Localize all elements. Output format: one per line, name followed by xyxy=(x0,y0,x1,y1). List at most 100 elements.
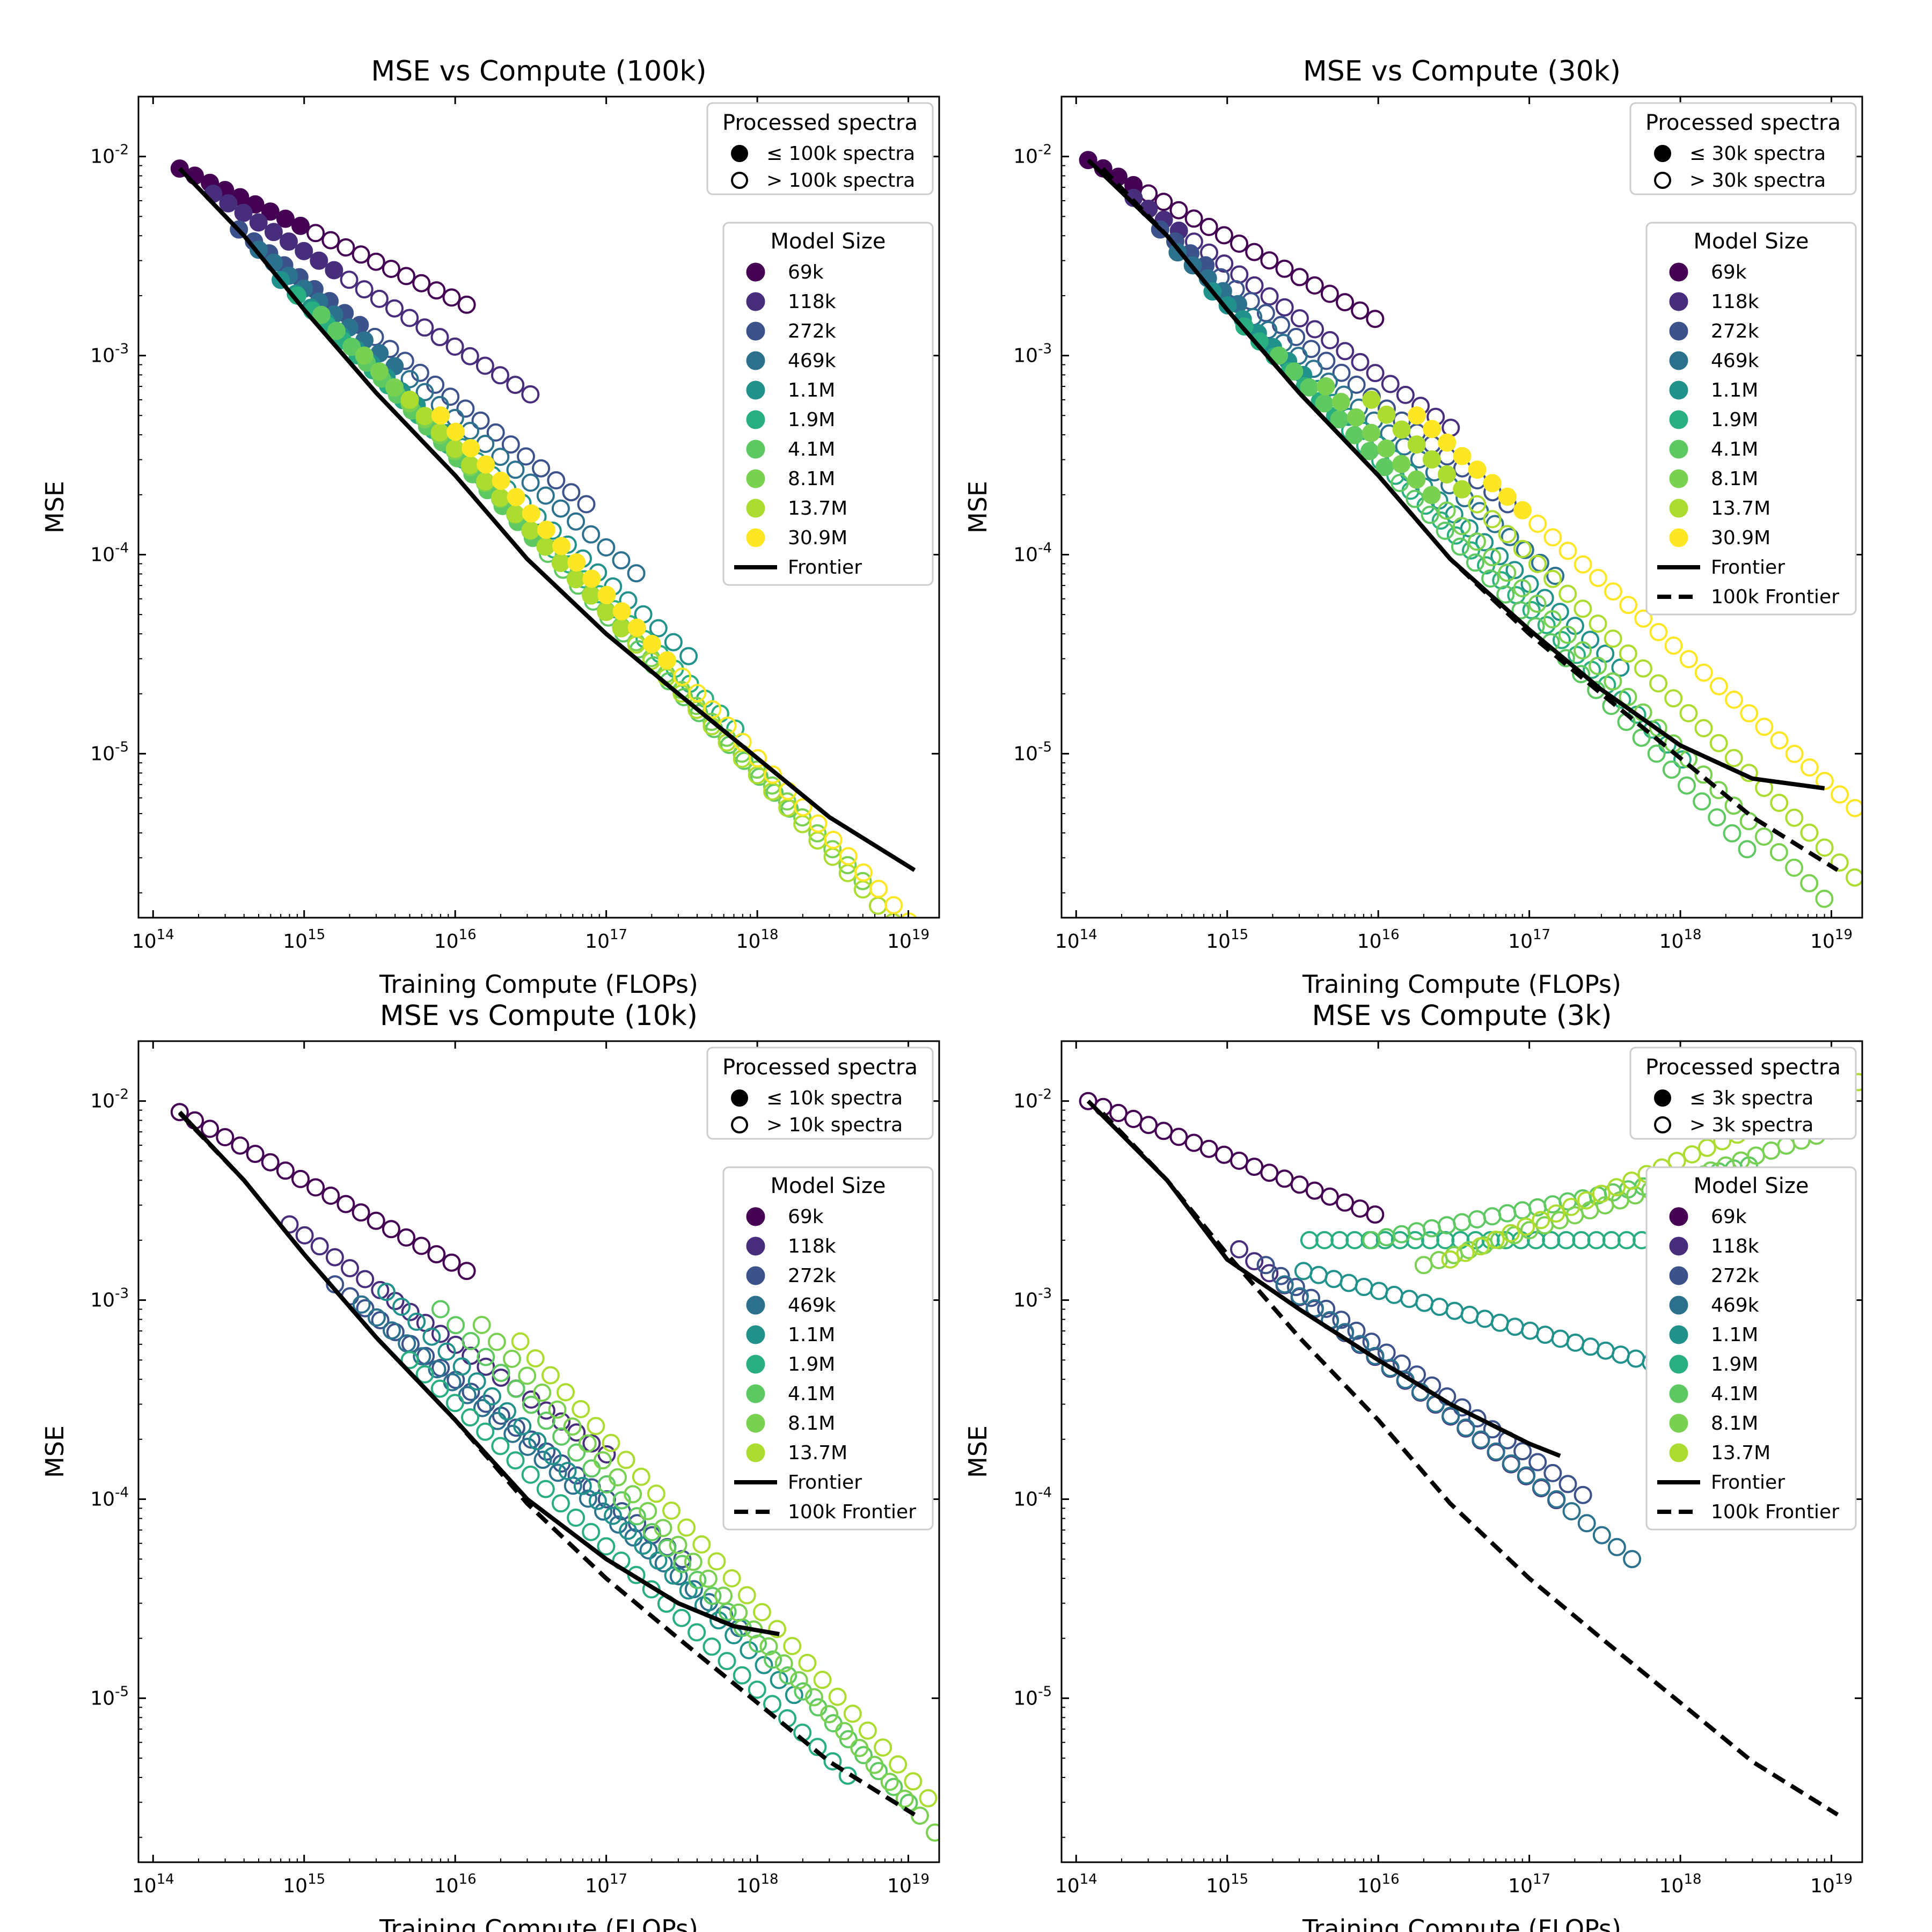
data-point xyxy=(597,586,616,604)
data-point xyxy=(503,1350,521,1368)
data-point xyxy=(688,684,707,702)
data-point xyxy=(1139,184,1158,203)
data-point xyxy=(703,1586,722,1605)
data-point xyxy=(216,1128,235,1146)
data-point xyxy=(431,406,450,425)
data-point xyxy=(1528,554,1547,573)
data-point xyxy=(487,1333,506,1351)
data-point xyxy=(415,1365,434,1384)
data-point xyxy=(522,504,540,523)
data-point xyxy=(1396,385,1415,404)
data-point xyxy=(518,1438,537,1456)
data-point xyxy=(1502,1454,1520,1473)
legend-marker-icon xyxy=(746,469,765,488)
data-point xyxy=(874,1738,892,1757)
x-tick-label: 1016 xyxy=(1357,927,1400,953)
data-point xyxy=(462,1331,480,1350)
data-point xyxy=(1612,1345,1630,1364)
data-point xyxy=(1438,465,1456,484)
data-point xyxy=(1370,1282,1388,1300)
legend-box xyxy=(1629,1046,1857,1140)
data-point xyxy=(880,1773,899,1791)
x-tick-label: 1016 xyxy=(434,1871,477,1897)
data-point xyxy=(1309,1265,1328,1284)
data-point xyxy=(1471,1237,1490,1256)
data-point xyxy=(1505,1318,1524,1336)
data-point xyxy=(714,1586,733,1605)
data-point xyxy=(1498,525,1517,544)
hollow-marker-icon xyxy=(1654,172,1671,189)
legend-size-label: 272k xyxy=(788,320,836,342)
data-point xyxy=(839,847,858,866)
data-point xyxy=(1475,533,1494,552)
panel-4: MSE vs Compute (3k) Training Compute (FLO… xyxy=(963,1000,1863,1932)
axes-frame xyxy=(137,1040,940,1863)
series-69k xyxy=(1079,1092,1385,1224)
data-point xyxy=(1755,718,1774,736)
data-point xyxy=(764,1650,782,1669)
data-point xyxy=(475,356,494,375)
data-point xyxy=(779,1666,797,1685)
data-point xyxy=(473,1399,492,1417)
data-point xyxy=(1468,532,1486,551)
data-point xyxy=(392,1298,411,1316)
legend-marker-icon xyxy=(1669,1325,1688,1344)
data-point xyxy=(1815,838,1834,857)
data-point xyxy=(931,946,947,962)
legend-title: Processed spectra xyxy=(1645,1055,1841,1080)
data-point xyxy=(768,1620,787,1638)
plot-area xyxy=(170,1103,939,1842)
x-tick-label: 1015 xyxy=(283,1871,325,1897)
data-point xyxy=(1230,265,1249,284)
data-point xyxy=(1330,1231,1349,1249)
legend-marker-icon xyxy=(746,1384,765,1403)
legend-marker-icon xyxy=(1669,499,1688,518)
data-point xyxy=(1475,1309,1494,1328)
legend-marker-icon xyxy=(746,380,765,400)
data-point xyxy=(1392,455,1411,473)
data-point xyxy=(533,1384,552,1402)
data-point xyxy=(1332,1311,1351,1329)
data-point xyxy=(1245,276,1264,295)
data-point xyxy=(642,1523,661,1541)
data-point xyxy=(639,1541,658,1560)
data-point xyxy=(1785,744,1804,763)
data-point xyxy=(492,1364,510,1382)
data-point xyxy=(401,1302,420,1321)
x-tick-label: 1014 xyxy=(1055,1871,1097,1897)
data-point xyxy=(642,635,661,653)
x-tick-label: 1017 xyxy=(1508,1871,1550,1897)
legend-line-label: 100k Frontier xyxy=(788,1501,916,1523)
x-tick-label: 1015 xyxy=(1206,927,1248,953)
legend-title: Model Size xyxy=(771,1174,886,1198)
data-point xyxy=(1587,1231,1606,1249)
data-point xyxy=(325,261,343,280)
data-point xyxy=(1336,293,1354,312)
data-point xyxy=(664,633,683,652)
data-point xyxy=(1392,420,1411,439)
data-point xyxy=(1347,1321,1366,1340)
x-tick-label: 1018 xyxy=(736,927,779,953)
legend-size-label: 4.1M xyxy=(1711,438,1758,460)
legend-line-label: Frontier xyxy=(788,557,862,579)
data-point xyxy=(415,383,434,401)
data-point xyxy=(325,1248,344,1267)
data-point xyxy=(1366,1205,1385,1224)
frontier-line xyxy=(1086,158,1825,791)
legend-line-label: Frontier xyxy=(1711,1472,1785,1494)
data-point xyxy=(911,1806,929,1825)
x-tick-label: 1015 xyxy=(283,927,325,953)
model-size-legend: Model Size 69k 118k 272k 469k 1.1M 1.9M 4.1M 8.1… xyxy=(1645,1166,1857,1531)
data-point xyxy=(1708,808,1726,827)
data-point xyxy=(1574,599,1592,618)
data-point xyxy=(1453,447,1472,465)
data-point xyxy=(1245,243,1264,261)
data-point xyxy=(498,1402,516,1421)
data-point xyxy=(1270,346,1289,365)
series-13.7M xyxy=(511,1332,938,1807)
data-point xyxy=(1694,719,1713,737)
data-point xyxy=(1381,1359,1400,1377)
data-point xyxy=(477,1348,495,1366)
legend-marker-icon xyxy=(746,1296,765,1315)
legend-size-label: 69k xyxy=(1711,261,1747,283)
